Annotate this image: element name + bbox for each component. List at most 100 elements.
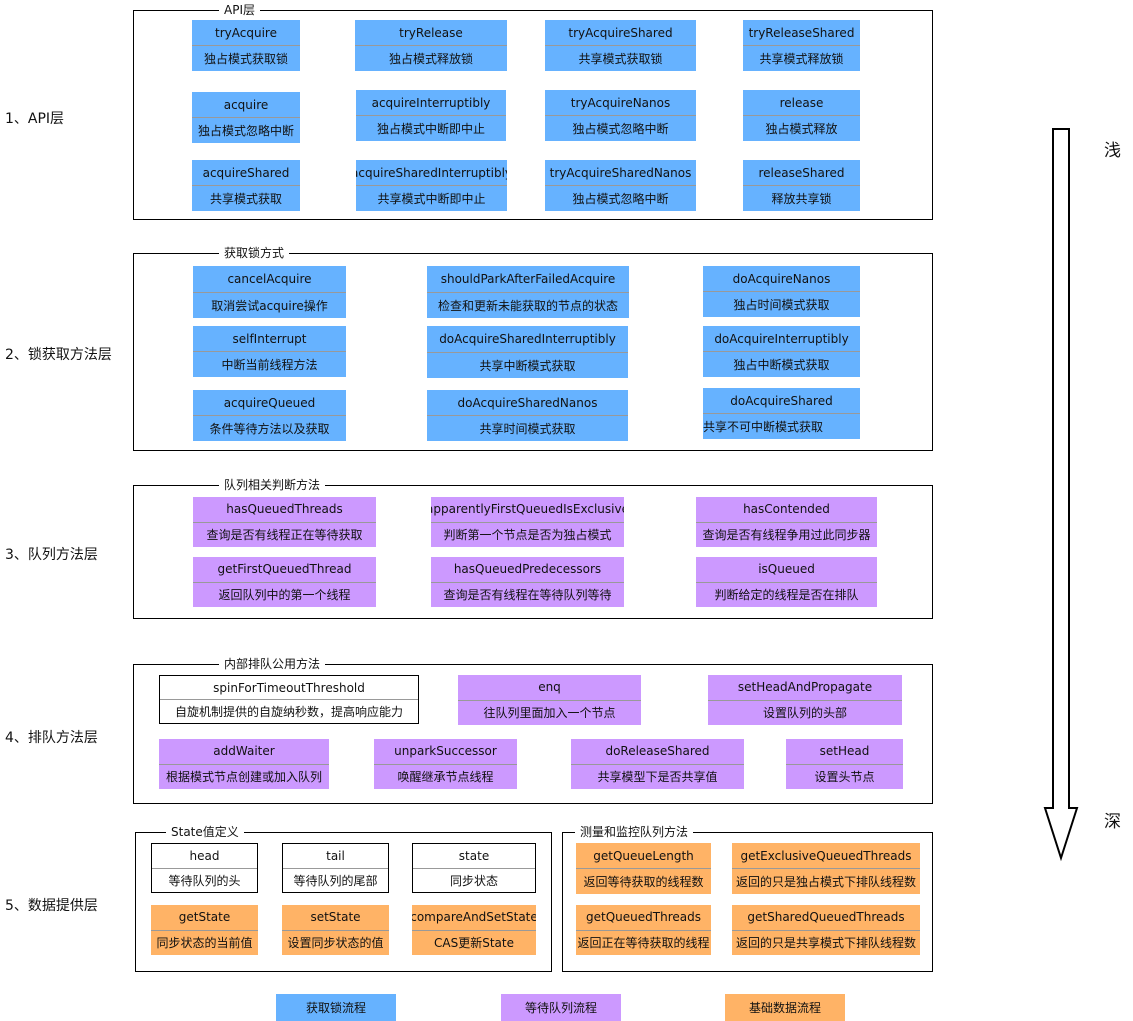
method-card[interactable]: tryAcquireSharedNanos 独占模式忽略中断 [545,160,696,211]
method-name: shouldParkAfterFailedAcquire [427,266,629,293]
method-card[interactable]: compareAndSetState CAS更新State [412,905,536,955]
method-name: enq [458,675,641,701]
method-card[interactable]: addWaiter 根据模式节点创建或加入队列 [159,739,329,789]
method-name: getExclusiveQueuedThreads [732,843,920,869]
method-description: 返回队列中的第一个线程 [218,588,351,603]
method-name: hasQueuedPredecessors [431,557,624,583]
method-card[interactable]: releaseShared 释放共享锁 [743,160,860,211]
method-card[interactable]: enq 往队列里面加入一个节点 [458,675,641,725]
method-description: 返回等待获取的线程数 [583,875,704,889]
frame-title: API层 [219,2,260,18]
method-name: tail [283,844,388,869]
method-name: addWaiter [159,739,329,765]
method-card[interactable]: tryAcquire 独占模式获取锁 [192,20,300,71]
legend-item: 基础数据流程 [725,994,845,1021]
method-name: tryAcquireNanos [545,90,696,116]
method-card[interactable]: hasQueuedPredecessors 查询是否有线程在等待队列等待 [431,557,624,607]
method-description: 独占模式中断即中止 [376,122,485,136]
method-card[interactable]: unparkSuccessor 唤醒继承节点线程 [374,739,517,789]
method-card[interactable]: shouldParkAfterFailedAcquire 检查和更新未能获取的节点… [427,266,629,318]
method-card[interactable]: acquireSharedInterruptibly 共享模式中断即中止 [356,160,507,211]
method-name: releaseShared [743,160,860,186]
method-description: 共享中断模式获取 [479,358,576,373]
method-name: cancelAcquire [193,266,346,293]
method-card[interactable]: hasQueuedThreads 查询是否有线程正在等待获取 [193,497,376,547]
method-name: getQueueLength [576,843,711,869]
method-card[interactable]: head 等待队列的头 [151,843,258,893]
method-name: hasQueuedThreads [193,497,376,523]
section-frame: 获取锁方式 [133,245,933,451]
method-card[interactable]: getQueuedThreads 返回正在等待获取的线程 [576,905,711,955]
method-card[interactable]: doAcquireShared 共享不可中断模式获取 [703,388,860,439]
section-frame: State值定义 [135,824,552,972]
method-name: unparkSuccessor [374,739,517,765]
method-card[interactable]: selfInterrupt 中断当前线程方法 [193,326,346,377]
method-card[interactable]: getExclusiveQueuedThreads 返回的只是独占模式下排队线程数 [732,843,920,894]
method-name: compareAndSetState [412,905,536,931]
method-name: getFirstQueuedThread [193,557,376,583]
method-name: hasContended [696,497,877,523]
method-name: doReleaseShared [571,739,744,765]
method-card[interactable]: hasContended 查询是否有线程争用过此同步器 [696,497,877,547]
depth-label-shallow: 浅 [1104,141,1121,161]
method-card[interactable]: cancelAcquire 取消尝试acquire操作 [193,266,346,318]
method-name: state [413,844,535,869]
method-description: 取消尝试acquire操作 [211,298,328,313]
method-name: acquire [192,92,300,118]
method-description: 共享模式获取锁 [578,52,663,66]
method-name: head [152,844,257,869]
method-name: tryAcquireSharedNanos [545,160,696,186]
method-card[interactable]: apparentlyFirstQueuedIsExclusive 判断第一个节点是… [431,497,624,547]
method-description: 独占模式忽略中断 [572,122,669,136]
legend-item: 等待队列流程 [501,994,621,1021]
method-card[interactable]: spinForTimeoutThreshold 自旋机制提供的自旋纳秒数，提高响应… [159,675,419,724]
frame-title: State值定义 [166,824,244,840]
method-description: 独占模式忽略中断 [197,124,294,138]
method-card[interactable]: getFirstQueuedThread 返回队列中的第一个线程 [193,557,376,607]
method-name: spinForTimeoutThreshold [160,676,418,700]
method-name: release [743,90,860,116]
method-name: apparentlyFirstQueuedIsExclusive [431,497,624,523]
method-card[interactable]: setHead 设置头节点 [786,739,903,789]
method-description: 设置队列的头部 [762,706,847,721]
method-card[interactable]: state 同步状态 [412,843,536,893]
method-card[interactable]: getState 同步状态的当前值 [151,905,258,955]
method-card[interactable]: getQueueLength 返回等待获取的线程数 [576,843,711,894]
method-description: 共享不可中断模式获取 [703,420,824,434]
method-name: acquireQueued [193,390,346,416]
method-card[interactable]: doReleaseShared 共享模型下是否共享值 [571,739,744,789]
method-card[interactable]: setState 设置同步状态的值 [282,905,389,955]
method-card[interactable]: tryReleaseShared 共享模式释放锁 [743,20,860,71]
method-card[interactable]: acquire 独占模式忽略中断 [192,92,300,143]
method-card[interactable]: doAcquireInterruptibly 独占中断模式获取 [703,326,860,377]
method-description: 检查和更新未能获取的节点的状态 [437,298,618,313]
method-name: setHeadAndPropagate [708,675,902,701]
method-card[interactable]: tail 等待队列的尾部 [282,843,389,893]
method-description: 设置头节点 [814,770,875,785]
method-card[interactable]: tryRelease 独占模式释放锁 [355,20,507,71]
method-description: 共享模式获取 [209,192,282,206]
method-description: 判断第一个节点是否为独占模式 [443,528,612,543]
section-side-label: 4、排队方法层 [5,730,98,746]
method-card[interactable]: acquireQueued 条件等待方法以及获取 [193,390,346,441]
method-description: 共享模式中断即中止 [377,192,486,206]
method-description: 判断给定的线程是否在排队 [714,588,859,603]
method-description: 共享模式释放锁 [759,52,844,66]
method-description: 条件等待方法以及获取 [209,422,330,436]
method-card[interactable]: acquireShared 共享模式获取 [192,160,300,211]
method-card[interactable]: acquireInterruptibly 独占模式中断即中止 [356,90,506,141]
method-card[interactable]: doAcquireSharedInterruptibly 共享中断模式获取 [427,326,628,378]
method-card[interactable]: isQueued 判断给定的线程是否在排队 [696,557,877,607]
method-description: 释放共享锁 [771,192,832,206]
method-name: doAcquireShared [703,388,860,414]
method-card[interactable]: doAcquireNanos 独占时间模式获取 [703,266,860,317]
method-card[interactable]: getSharedQueuedThreads 返回的只是共享模式下排队线程数 [732,905,920,955]
method-description: 自旋机制提供的自旋纳秒数，提高响应能力 [174,705,403,719]
section-side-label: 2、锁获取方法层 [5,347,112,363]
method-card[interactable]: doAcquireSharedNanos 共享时间模式获取 [427,390,628,441]
method-card[interactable]: tryAcquireNanos 独占模式忽略中断 [545,90,696,141]
method-card[interactable]: tryAcquireShared 共享模式获取锁 [545,20,696,71]
method-card[interactable]: setHeadAndPropagate 设置队列的头部 [708,675,902,725]
method-card[interactable]: release 独占模式释放 [743,90,860,141]
method-name: getState [151,905,258,931]
